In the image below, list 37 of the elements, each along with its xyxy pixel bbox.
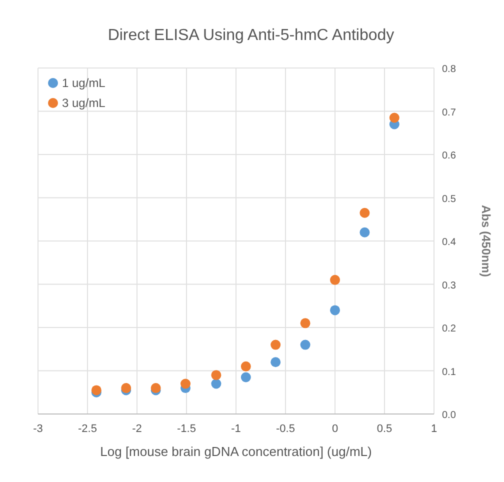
x-axis-title: Log [mouse brain gDNA concentration] (ug/mL): [100, 444, 372, 459]
point: [240, 372, 251, 382]
point: [270, 357, 281, 368]
legend-label: 1 ug/mL: [62, 76, 106, 90]
point: [330, 274, 340, 285]
x-tick-label: -2: [132, 423, 142, 435]
point: [330, 305, 340, 316]
x-tick-label: -1.5: [177, 423, 196, 435]
x-tick-label: -0.5: [276, 423, 295, 435]
point: [360, 227, 370, 238]
y-axis-title: Abs (450nm): [479, 204, 493, 278]
x-tick-label: -3: [33, 423, 43, 435]
x-tick-label: 0: [332, 423, 338, 435]
point: [240, 361, 251, 372]
y-tick-label: 0.1: [442, 366, 456, 378]
point: [389, 112, 400, 123]
y-tick-label: 0.6: [442, 150, 456, 162]
point: [300, 340, 310, 350]
y-tick-label: 0.7: [442, 107, 456, 118]
point: [360, 208, 370, 218]
y-tick-label: 0.4: [442, 237, 456, 248]
x-tick-label: 0.5: [376, 423, 392, 435]
point: [211, 378, 222, 389]
legend-label: 3 ug/mL: [62, 96, 106, 110]
x-tick-label: -2.5: [78, 423, 97, 435]
y-tick-label: 0.5: [442, 194, 456, 205]
x-tick-label: -1: [231, 423, 241, 435]
point: [211, 370, 222, 380]
point: [180, 378, 191, 389]
y-tick-label: 0.8: [442, 64, 456, 75]
point: [300, 318, 310, 328]
chart-title: Direct ELISA Using Anti-5-hmC Antibody: [108, 27, 394, 44]
x-tick-label: 1: [430, 423, 438, 435]
y-tick-label: 0.0: [442, 410, 456, 421]
point: [270, 340, 281, 350]
y-tick-label: 0.2: [442, 324, 456, 334]
y-tick-label: 0.3: [442, 280, 456, 292]
